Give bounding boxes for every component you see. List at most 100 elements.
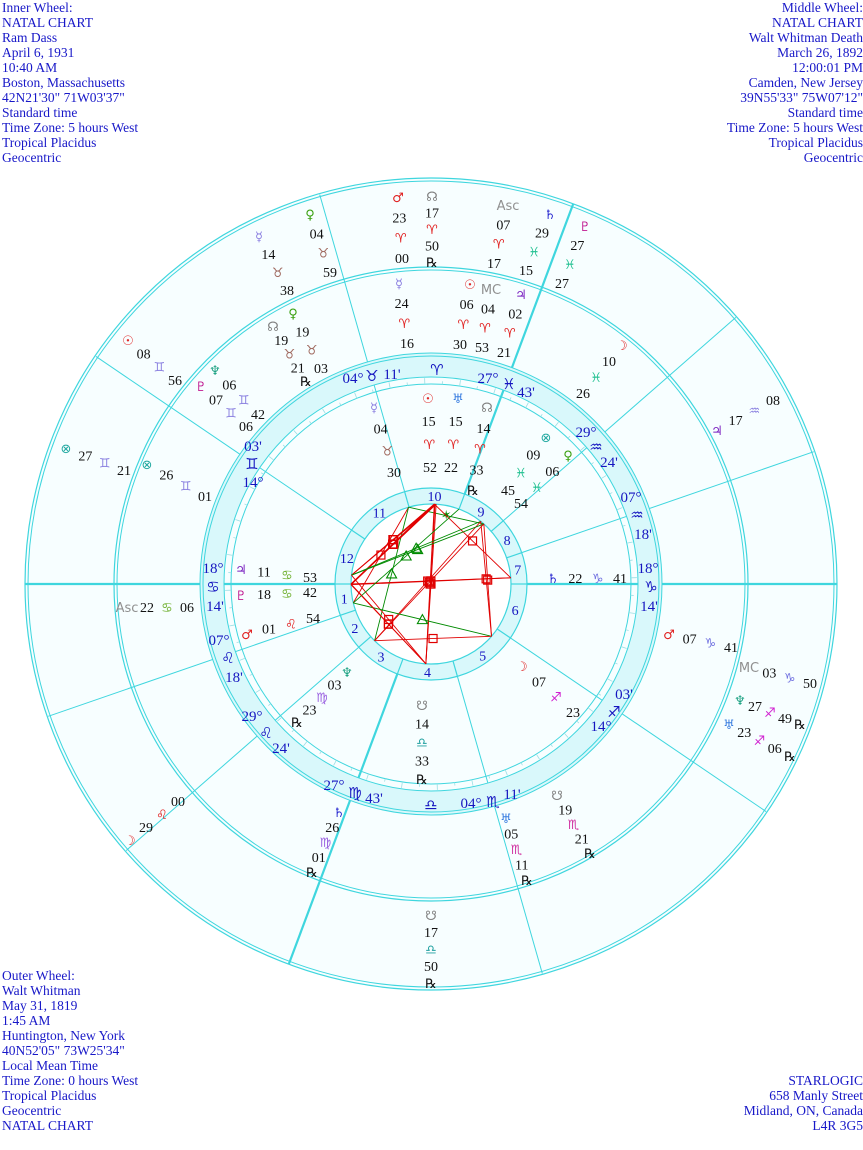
degree-tick [625,629,629,631]
pluto-icon: ♇ [195,380,207,395]
jupiter-icon: ♃ [711,424,723,439]
cusp-8-sign: ♒ [630,506,643,524]
moon-icon: ☽ [616,339,628,354]
mercury-icon: ☿ [395,277,403,292]
planet-deg: 19 [295,325,309,340]
house-number-9: 9 [478,506,485,521]
house-cusp-line-11 [319,194,406,492]
cusp-2-sign: ♌ [221,649,234,667]
outer-wheel-venus: ♀ 04 ♉ 59 [305,208,337,281]
degree-tick [620,646,627,649]
outer-wheel-north-node: ☊ 17♈ 50℞ [425,190,439,271]
inner-wheel-part-of-fortune: ⊗09♓45 [501,431,551,499]
inner-wheel-moon: ☽ 07 ♐ 23 [516,660,580,721]
info-line: Time Zone: 5 hours West [2,120,139,135]
neptune-icon: ♆ [734,694,746,709]
planet-min: 54 [514,497,528,512]
middle-wheel-saturn: ♄26♍01℞ [306,806,345,881]
cusp-5-min: 11' [503,787,520,803]
house-cusp-line-10 [463,203,575,495]
outer-wheel-midheaven: MC 03 ♑ 50 [739,661,817,692]
part-of-fortune-icon: ⊗ [142,458,153,473]
inner-wheel-mercury: ☿ 04 ♉ 30 [370,401,401,481]
inner-wheel-venus: ♀06♓54 [514,449,573,512]
planet-retro: ℞ [425,977,437,992]
planet-retro: ℞ [306,866,318,881]
aspect-line [350,583,427,665]
planet-deg: 17 [425,207,439,222]
inner-wheel-jupiter: ♃ 11 ♋ 53 [235,563,317,586]
degree-tick [249,673,253,676]
degree-tick [268,703,272,706]
neptune-icon: ♆ [209,364,221,379]
cusp-4-sign: ♍ [348,784,361,802]
saturn-icon: ♄ [544,208,556,223]
planet-min: 45 [501,484,515,499]
planet-sign: ♈ [474,443,486,458]
info-line: Geocentric [2,1103,62,1118]
degree-tick [587,707,594,712]
outer-wheel-south-node: ☋ 17 ♎ 50 ℞ [424,909,438,992]
zodiac-band-line [202,355,660,813]
info-line: Tropical Placidus [768,135,863,150]
degree-tick [249,486,255,490]
house-ring-divider [396,658,404,675]
degree-tick [372,389,374,393]
planet-sign: ♋ [281,587,293,602]
planet-deg: 15 [449,415,463,430]
planet-sign: ♈ [395,232,407,247]
planet-min: 23 [303,704,317,719]
planet-min: 54 [306,612,320,627]
degree-tick [607,678,613,682]
planet-deg: 15 [422,415,436,430]
info-line: Middle Wheel: [781,0,863,15]
degree-tick [493,388,496,395]
planet-deg: 17 [424,926,438,941]
house-ring-divider [351,529,366,540]
house-number-6: 6 [512,604,519,619]
planet-deg: 09 [526,449,540,464]
planet-retro: ℞ [794,718,806,733]
uranus-icon: ♅ [452,392,464,407]
info-line: 39N55'33" 75W07'12" [740,90,863,105]
middle-wheel-sun: ☉ 06 ♈ 30 [453,278,476,353]
planet-min: 53 [303,571,317,586]
planet-deg: 27 [78,449,92,464]
planet-deg: 03 [328,679,342,694]
planet-deg: 06 [222,379,236,394]
inner-wheel-pluto: ♇ 18 ♋ 42 [235,586,317,604]
cusp-9-sign: ♒ [589,438,602,456]
cusp-1-deg: 18° [203,561,224,577]
info-line: 12:00:01 PM [792,60,863,75]
info-line: Ram Dass [2,30,58,45]
planet-min: 53 [475,341,489,356]
midheaven-icon: MC [481,283,501,298]
square-aspect-icon [424,577,434,587]
middle-wheel-uranus: ♅05♏11℞ [500,812,533,889]
outer-wheel-part-of-fortune: ⊗ 27 ♊ 21 [61,442,131,479]
info-line: Local Mean Time [2,1058,98,1073]
cusp-2-deg: 07° [209,633,230,649]
planet-deg: 07 [532,675,546,690]
degree-tick [609,492,613,495]
degree-tick [459,380,461,387]
planet-deg: 19 [558,804,572,819]
degree-tick [598,693,602,696]
cusp-8-deg: 07° [621,490,642,506]
cusp-11-deg: 04° [343,371,364,387]
planet-deg: 26 [325,821,339,836]
planet-sign: ♈ [458,318,470,333]
info-line: STARLOGIC [788,1073,863,1088]
degree-tick [579,446,585,452]
pluto-icon: ♇ [235,589,247,604]
cusp-12-deg: 14° [243,475,264,491]
degree-tick [260,472,264,475]
degree-tick [255,688,262,693]
planet-min: 33 [470,463,484,478]
planet-deg: 06 [545,465,559,480]
middle-wheel-neptune: ♆06♊42 [209,364,265,423]
house-ring-divider [458,493,466,510]
planet-min: 42 [303,586,317,601]
